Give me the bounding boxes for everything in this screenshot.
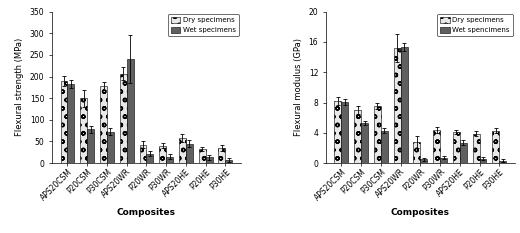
Bar xyxy=(433,130,440,163)
Bar xyxy=(80,98,87,163)
Bar xyxy=(127,59,134,163)
Bar xyxy=(68,84,74,163)
Bar xyxy=(107,132,114,163)
Bar xyxy=(440,158,447,163)
Bar xyxy=(453,132,460,163)
Bar xyxy=(199,149,206,163)
Bar xyxy=(225,160,232,163)
Bar xyxy=(394,48,400,163)
Bar xyxy=(120,74,127,163)
Bar xyxy=(334,101,342,163)
Bar xyxy=(139,145,147,163)
Y-axis label: Flexural strength (MPa): Flexural strength (MPa) xyxy=(15,38,24,137)
X-axis label: Composites: Composites xyxy=(117,208,176,217)
Bar xyxy=(473,134,479,163)
Bar xyxy=(420,159,427,163)
Y-axis label: Flexural modulus (GPa): Flexural modulus (GPa) xyxy=(294,38,303,136)
Bar xyxy=(361,123,368,163)
Legend: Dry specimens, Wet specimens: Dry specimens, Wet specimens xyxy=(168,14,239,36)
Bar xyxy=(147,154,153,163)
Bar xyxy=(413,142,420,163)
Bar xyxy=(381,130,388,163)
Bar xyxy=(400,47,408,163)
Bar xyxy=(354,110,361,163)
Bar xyxy=(374,106,381,163)
Bar xyxy=(492,130,499,163)
Legend: Dry specimens, Wet spencimens: Dry specimens, Wet spencimens xyxy=(437,14,513,36)
X-axis label: Composites: Composites xyxy=(391,208,450,217)
Bar xyxy=(206,158,213,163)
Bar xyxy=(87,129,94,163)
Bar xyxy=(61,81,68,163)
Bar xyxy=(159,146,166,163)
Bar xyxy=(342,102,348,163)
Bar xyxy=(499,161,506,163)
Bar xyxy=(460,143,467,163)
Bar xyxy=(100,86,107,163)
Bar xyxy=(179,138,186,163)
Bar xyxy=(479,158,487,163)
Bar xyxy=(186,144,193,163)
Bar xyxy=(218,148,225,163)
Bar xyxy=(166,157,173,163)
